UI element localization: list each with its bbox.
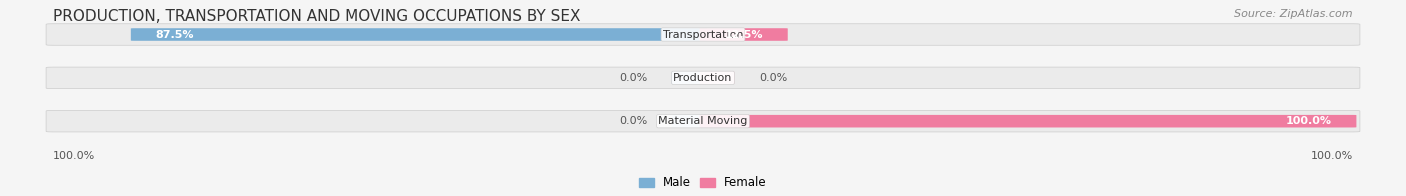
Text: 100.0%: 100.0% bbox=[1286, 116, 1331, 126]
Text: 0.0%: 0.0% bbox=[619, 116, 647, 126]
FancyBboxPatch shape bbox=[700, 28, 787, 41]
Text: 0.0%: 0.0% bbox=[759, 73, 787, 83]
Text: 87.5%: 87.5% bbox=[155, 30, 194, 40]
Text: PRODUCTION, TRANSPORTATION AND MOVING OCCUPATIONS BY SEX: PRODUCTION, TRANSPORTATION AND MOVING OC… bbox=[53, 8, 581, 24]
FancyBboxPatch shape bbox=[700, 115, 1357, 127]
FancyBboxPatch shape bbox=[672, 72, 706, 84]
Text: 100.0%: 100.0% bbox=[53, 151, 96, 161]
FancyBboxPatch shape bbox=[700, 72, 734, 84]
FancyBboxPatch shape bbox=[131, 28, 706, 41]
Text: 100.0%: 100.0% bbox=[1310, 151, 1353, 161]
Text: Source: ZipAtlas.com: Source: ZipAtlas.com bbox=[1234, 8, 1353, 18]
Text: 0.0%: 0.0% bbox=[619, 73, 647, 83]
Text: Production: Production bbox=[673, 73, 733, 83]
Text: Material Moving: Material Moving bbox=[658, 116, 748, 126]
Text: 12.5%: 12.5% bbox=[724, 30, 763, 40]
FancyBboxPatch shape bbox=[46, 110, 1360, 132]
Text: Transportation: Transportation bbox=[662, 30, 744, 40]
Legend: Male, Female: Male, Female bbox=[634, 172, 772, 194]
FancyBboxPatch shape bbox=[46, 24, 1360, 45]
FancyBboxPatch shape bbox=[46, 67, 1360, 89]
FancyBboxPatch shape bbox=[672, 115, 706, 127]
